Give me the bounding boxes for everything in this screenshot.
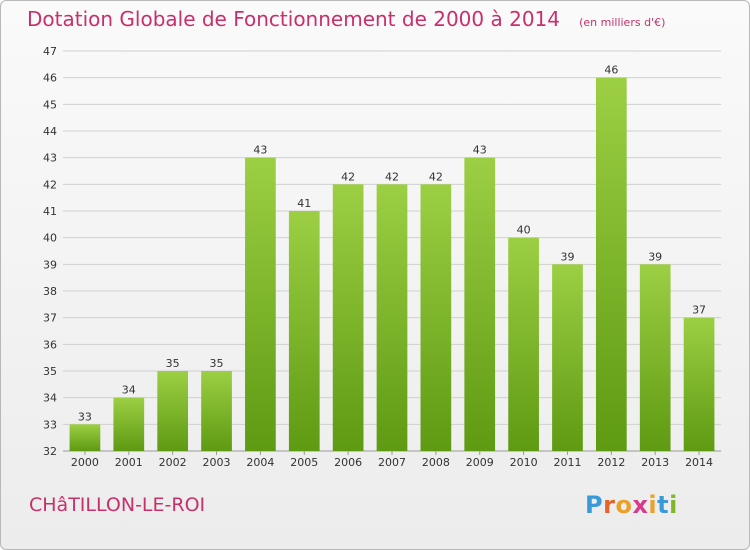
y-tick-label: 37: [43, 312, 57, 325]
chart-title: Dotation Globale de Fonctionnement de 20…: [27, 7, 560, 31]
title-row: Dotation Globale de Fonctionnement de 20…: [27, 7, 665, 31]
bar-2004: [245, 157, 276, 451]
y-tick-label: 33: [43, 418, 57, 431]
x-tick-label: 2005: [290, 456, 318, 469]
x-tick-label: 2008: [422, 456, 450, 469]
data-label: 42: [341, 170, 355, 183]
bar-2001: [113, 397, 145, 451]
data-label: 39: [648, 250, 662, 263]
x-tick-label: 2003: [203, 456, 231, 469]
bar-2002: [157, 371, 189, 451]
y-tick-label: 42: [43, 178, 57, 191]
x-tick-label: 2000: [71, 456, 99, 469]
x-tick-label: 2013: [641, 456, 669, 469]
bar-2003: [201, 371, 232, 451]
bar-2011: [552, 264, 583, 451]
y-axis-ticks: 32 33 34 35 36 37 38 39 40 41 42 43 44 45 46 47: [43, 45, 57, 458]
y-tick-label: 32: [43, 445, 57, 458]
y-tick-label: 39: [43, 258, 57, 271]
logo-letter: r: [603, 491, 616, 519]
data-label: 43: [473, 144, 487, 157]
bar-2006: [332, 184, 364, 452]
x-tick-label: 2014: [685, 456, 713, 469]
x-tick-label: 2010: [510, 456, 538, 469]
x-tick-label: 2009: [466, 456, 494, 469]
chart-unit: (en milliers d'€): [579, 16, 666, 29]
y-tick-label: 43: [43, 152, 57, 165]
x-tick-label: 2012: [597, 456, 625, 469]
logo-letter: t: [657, 491, 670, 519]
y-tick-label: 38: [43, 285, 57, 298]
y-tick-label: 46: [43, 72, 57, 85]
bar-2007: [376, 184, 408, 452]
data-label: 42: [429, 170, 443, 183]
bar-2008: [420, 184, 452, 452]
bar-2013: [639, 264, 671, 451]
data-label: 35: [166, 357, 180, 370]
city-name: CHâTILLON-LE-ROI: [29, 494, 206, 516]
bar-2000: [69, 424, 101, 451]
x-tick-label: 2006: [334, 456, 362, 469]
data-label: 46: [604, 64, 618, 77]
bar-2014: [683, 317, 715, 451]
data-label: 42: [385, 170, 399, 183]
data-label: 33: [78, 410, 92, 423]
bars: 33 34 35 35 43 41 42 42 42 43 40 39 46 39 37: [69, 64, 715, 452]
x-tick-label: 2001: [115, 456, 143, 469]
x-axis-ticks: 2000 2001 2002 2003 2004 2005 2006 2007 2008 2009…: [71, 451, 713, 469]
bar-2005: [288, 211, 320, 451]
logo-letter: i: [648, 491, 658, 519]
data-label: 37: [692, 304, 706, 317]
logo-letter: i: [669, 491, 678, 519]
data-label: 40: [517, 224, 531, 237]
x-tick-label: 2002: [159, 456, 187, 469]
proxiti-logo: Proxiti: [585, 491, 678, 519]
y-tick-label: 40: [43, 232, 57, 245]
y-tick-label: 44: [43, 125, 57, 138]
bar-2010: [508, 237, 539, 451]
data-label: 35: [210, 357, 224, 370]
y-tick-label: 41: [43, 205, 57, 218]
y-tick-label: 45: [43, 98, 57, 111]
data-label: 39: [560, 250, 574, 263]
bar-2009: [464, 157, 496, 451]
y-tick-label: 34: [43, 392, 57, 405]
bar-2012: [595, 77, 627, 452]
logo-letter: o: [615, 491, 633, 519]
data-label: 41: [297, 197, 311, 210]
x-tick-label: 2007: [378, 456, 406, 469]
data-label: 34: [122, 384, 136, 397]
y-tick-label: 36: [43, 338, 57, 351]
x-tick-label: 2011: [553, 456, 581, 469]
x-tick-label: 2004: [246, 456, 274, 469]
data-label: 43: [253, 144, 267, 157]
logo-letter: x: [632, 491, 649, 519]
y-tick-label: 35: [43, 365, 57, 378]
y-tick-label: 47: [43, 45, 57, 58]
logo-letter: P: [585, 491, 604, 519]
